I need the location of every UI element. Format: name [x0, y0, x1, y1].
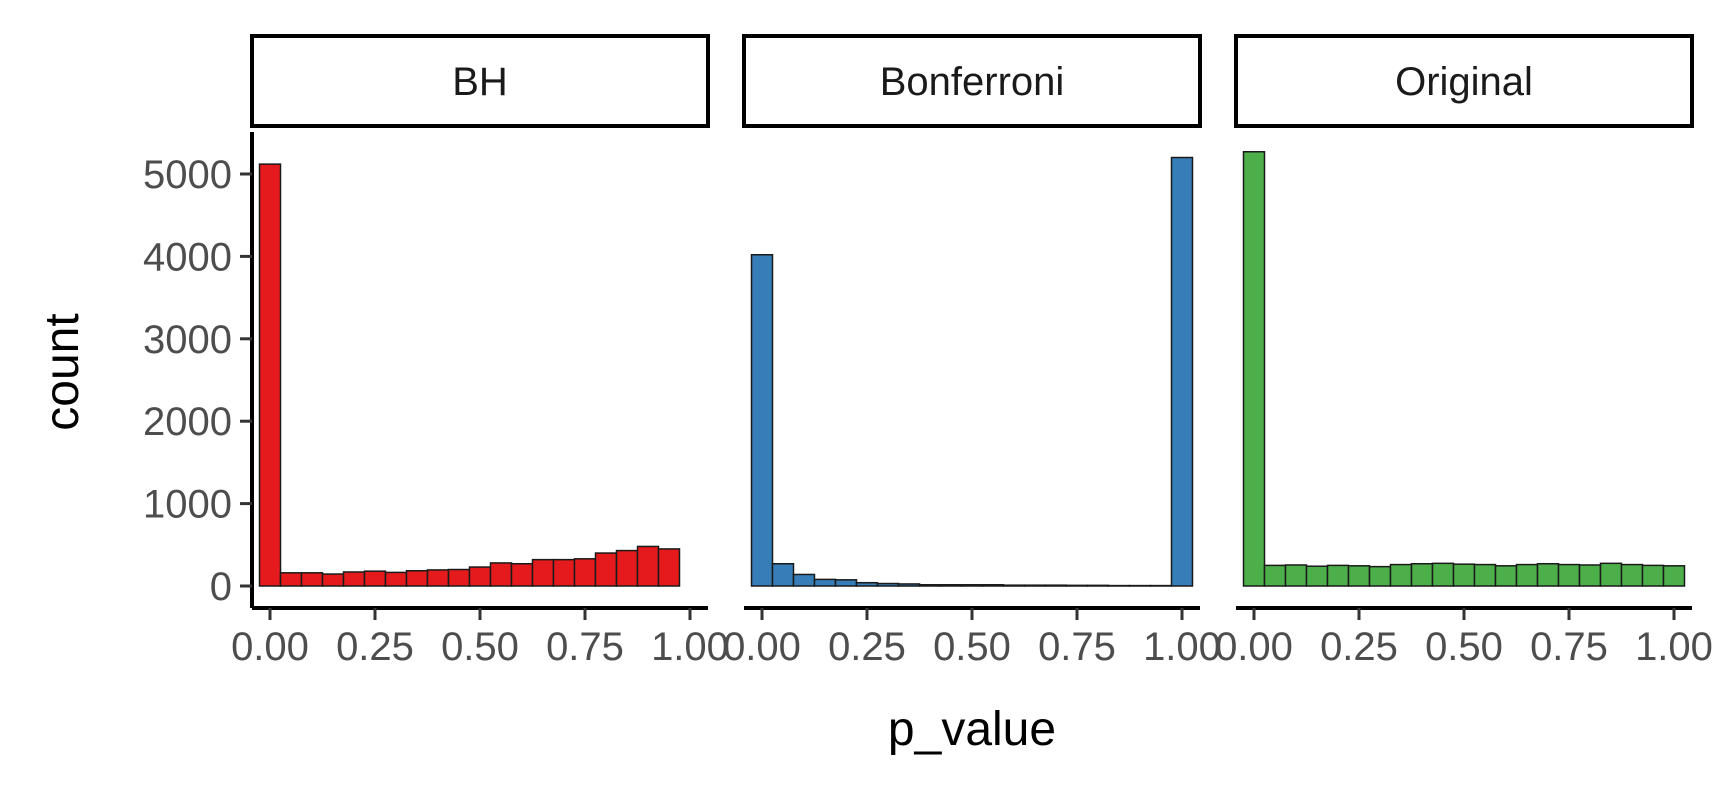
facet-strip-label: Bonferroni	[880, 60, 1065, 104]
panel-bonferroni: Bonferroni 0.00 0.25 0.50 0.75 1.00	[723, 34, 1221, 669]
histogram-bar	[468, 566, 492, 587]
histogram-bar	[1044, 584, 1068, 587]
histogram-bar	[594, 552, 618, 587]
histogram-bar	[405, 570, 429, 587]
facet-strip	[742, 34, 1202, 128]
histogram-bar	[1002, 584, 1026, 587]
y-tick-label: 0	[210, 565, 232, 609]
histogram-bar	[1023, 584, 1047, 587]
x-tick-label: 0.50	[441, 625, 519, 669]
x-tick-label: 0.25	[828, 625, 906, 669]
histogram-bar	[1536, 563, 1560, 587]
facet-strip-label: BH	[452, 60, 508, 104]
x-tick-label: 1.00	[1635, 625, 1713, 669]
histogram-bar	[1557, 563, 1581, 587]
histogram-bar	[573, 558, 597, 587]
histogram-bar	[342, 571, 366, 587]
histogram-bar	[489, 562, 513, 587]
histogram-bar	[1410, 563, 1434, 587]
histogram-bar	[1305, 565, 1329, 587]
panel-original: Original 0.00 0.25 0.50 0.75 1.00	[1215, 34, 1713, 669]
histogram-bar	[531, 558, 555, 587]
histogram-bar	[981, 584, 1005, 587]
histogram-bar	[1086, 584, 1110, 587]
x-tick-label: 0.75	[546, 625, 624, 669]
histogram-bar	[771, 563, 795, 587]
panels-layer: BH 0.00 0.25 0.50 0.75 1.00 Bonferroni 0.00 0.25…	[231, 34, 1713, 669]
x-tick-label: 0.75	[1038, 625, 1116, 669]
histogram-bar	[447, 568, 471, 587]
y-axis: 0 1000 2000 3000 4000 5000	[143, 132, 254, 609]
histogram-bar	[1599, 562, 1623, 587]
histogram-bar	[552, 558, 576, 587]
facet-strip-label: Original	[1395, 60, 1533, 104]
histogram-bar	[855, 581, 879, 587]
x-tick-label: 0.50	[933, 625, 1011, 669]
histogram-bar	[1065, 584, 1089, 587]
y-tick-label: 4000	[143, 235, 232, 279]
histogram-bar	[1326, 564, 1350, 587]
histogram-bar	[918, 584, 942, 587]
histogram-bar	[1347, 565, 1371, 587]
x-tick-label: 0.00	[231, 625, 309, 669]
panel-bh: BH 0.00 0.25 0.50 0.75 1.00	[231, 34, 729, 669]
histogram-bar	[384, 571, 408, 587]
x-tick-label: 0.25	[1320, 625, 1398, 669]
histogram-bar	[960, 584, 984, 587]
histogram-bar	[1641, 564, 1665, 587]
histogram-bar	[792, 573, 816, 587]
histogram-bar	[1473, 563, 1497, 587]
histogram-bar	[636, 545, 660, 587]
x-axis-title: p_value	[888, 703, 1056, 756]
x-tick-label: 1.00	[1143, 625, 1221, 669]
histogram-bar	[1284, 564, 1308, 587]
histogram-bar	[1515, 563, 1539, 587]
y-tick-label: 5000	[143, 153, 232, 197]
histogram-bar	[1368, 565, 1392, 587]
x-tick-label: 1.00	[651, 625, 729, 669]
histogram-bar	[750, 254, 774, 587]
histogram-bar	[939, 584, 963, 587]
histogram-bar	[1431, 562, 1455, 587]
histogram-bar	[1662, 565, 1686, 587]
x-tick-label: 0.00	[723, 625, 801, 669]
histogram-bar	[1620, 563, 1644, 587]
y-tick-label: 1000	[143, 483, 232, 527]
x-tick-label: 0.75	[1530, 625, 1608, 669]
histogram-bar	[1263, 564, 1287, 587]
histogram-bar	[1170, 156, 1194, 587]
histogram-bar	[321, 573, 345, 587]
histogram-bar	[279, 572, 303, 587]
histogram-bar	[813, 578, 837, 587]
x-tick-label: 0.00	[1215, 625, 1293, 669]
facet-strip	[1234, 34, 1694, 128]
histogram-bar	[426, 569, 450, 587]
y-tick-label: 2000	[143, 400, 232, 444]
histogram-bar	[1578, 564, 1602, 587]
y-axis-title: count	[36, 313, 89, 430]
histogram-bar	[1452, 563, 1476, 587]
histogram-bar	[897, 583, 921, 587]
y-tick-label: 3000	[143, 318, 232, 362]
facet-strip	[250, 34, 710, 128]
histogram-bar	[615, 549, 639, 587]
histogram-bar	[510, 563, 534, 587]
histogram-bar	[834, 579, 858, 587]
histogram-bar	[300, 572, 324, 587]
x-tick-label: 0.25	[336, 625, 414, 669]
histogram-bar	[1494, 565, 1518, 587]
histogram-bar	[1242, 151, 1266, 587]
x-tick-label: 0.50	[1425, 625, 1503, 669]
histogram-bar	[363, 570, 387, 587]
histogram-bar	[1389, 563, 1413, 587]
histogram-bar	[876, 582, 900, 587]
histogram-bar	[657, 548, 681, 587]
histogram-bar	[258, 163, 282, 587]
